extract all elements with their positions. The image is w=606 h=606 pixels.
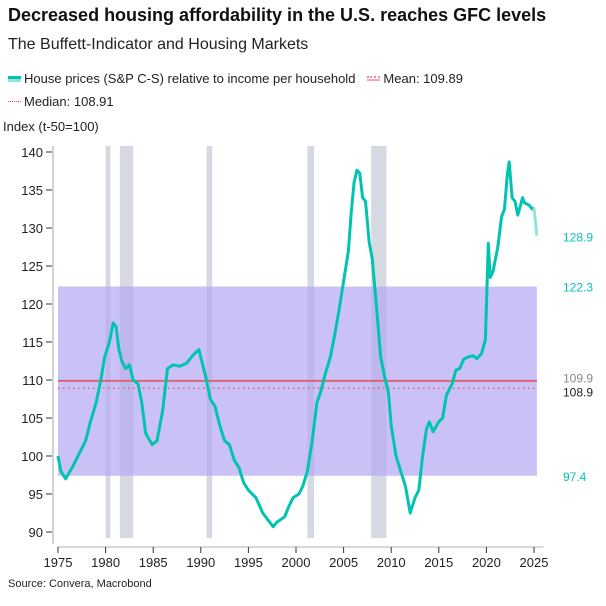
x-tick-label: 2015 [424,555,453,570]
x-tick-label: 2005 [329,555,358,570]
chart-title: Decreased housing affordability in the U… [8,5,547,25]
source-note: Source: Convera, Macrobond [8,578,152,590]
y-tick-label: 110 [22,373,43,388]
y-tick-label: 100 [21,449,43,464]
legend-label-mean: Mean: 109.89 [383,71,463,86]
x-tick-label: 1990 [186,555,215,570]
y-tick-label: 130 [21,221,43,236]
x-tick-label: 2025 [520,555,549,570]
y-tick-label: 105 [21,411,43,426]
y-tick-label: 125 [21,259,43,274]
x-tick-label: 2000 [282,555,311,570]
series-line [56,160,535,529]
legend-swatch-median [8,101,21,102]
legend-label-series: House prices (S&P C-S) relative to incom… [24,71,356,86]
x-tick-label: 1980 [91,555,120,570]
y-tick-label: 115 [22,335,43,350]
x-tick-label: 1985 [139,555,168,570]
chart-subtitle: The Buffett-Indicator and Housing Market… [8,36,309,53]
legend-median: Median: 108.91 [8,94,114,109]
y-tick-label: 135 [21,183,43,198]
y-axis-label: Index (t-50=100) [3,119,99,134]
x-tick-label: 2020 [472,555,501,570]
series-line-latest [532,207,539,236]
right-value-label: 109.9 [563,372,593,386]
right-value-label: 97.4 [563,470,587,484]
legend-label-median: Median: 108.91 [24,94,114,109]
y-tick-label: 140 [21,145,43,160]
x-tick-label: 2010 [377,555,406,570]
y-tick-label: 120 [21,297,43,312]
legend-swatch-series [8,75,21,82]
y-tick-label: 90 [29,525,43,540]
right-value-label: 122.3 [563,281,593,295]
legend-swatch-mean [367,76,381,81]
y-tick-label: 95 [29,487,43,502]
right-value-label: 108.9 [563,386,593,400]
legend-series: House prices (S&P C-S) relative to incom… [8,71,463,86]
x-tick-label: 1975 [44,555,73,570]
x-tick-label: 1995 [234,555,263,570]
right-value-label: 128.9 [563,230,593,244]
